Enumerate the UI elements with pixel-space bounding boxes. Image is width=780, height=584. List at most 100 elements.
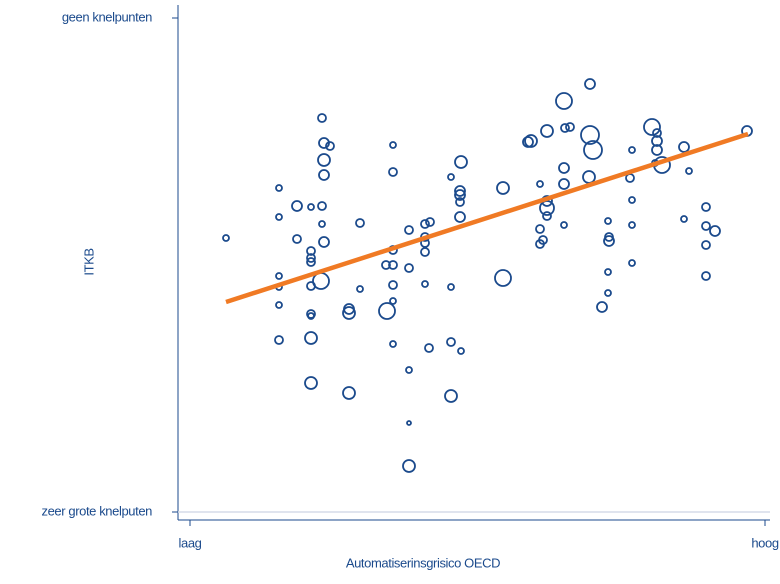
bubble [307, 312, 315, 320]
x-axis-label: Automatiserinsgrisico OECD [346, 555, 500, 570]
bubble [317, 153, 331, 167]
x-tick-label: hoog [751, 535, 778, 550]
bubble [404, 225, 414, 235]
bubble [444, 389, 458, 403]
bubble [425, 217, 435, 227]
bubble [402, 459, 416, 473]
bubble [628, 221, 636, 229]
bubble [701, 240, 711, 250]
bubble [536, 180, 544, 188]
bubble [604, 268, 612, 276]
bubble [555, 92, 573, 110]
bubble [424, 343, 434, 353]
bubble [306, 257, 316, 267]
bubble [388, 260, 398, 270]
bubble [565, 122, 575, 132]
bubble [404, 263, 414, 273]
bubble [538, 235, 548, 245]
bubble [457, 347, 465, 355]
bubble [628, 196, 636, 204]
bubble [446, 337, 456, 347]
bubble [454, 155, 468, 169]
bubble [651, 144, 663, 156]
bubble [580, 125, 600, 145]
bubble [388, 280, 398, 290]
bubble [381, 260, 391, 270]
bubble [540, 124, 554, 138]
bubble [306, 253, 316, 263]
bubble [306, 309, 316, 319]
bubble [342, 386, 356, 400]
bubble [325, 141, 335, 151]
bubble [685, 167, 693, 175]
bubble [447, 283, 455, 291]
bubble [560, 221, 568, 229]
bubble [542, 211, 552, 221]
bubble [274, 335, 284, 345]
bubble [275, 301, 283, 309]
bubble [388, 167, 398, 177]
bubble [643, 118, 661, 136]
bubble [389, 340, 397, 348]
trend-line [225, 131, 749, 305]
bubble [558, 178, 570, 190]
bubble [420, 219, 430, 229]
bubble [701, 221, 711, 231]
bubble [560, 123, 570, 133]
bubble [405, 366, 413, 374]
bubble [652, 128, 662, 138]
bubble [317, 201, 327, 211]
bubble [406, 420, 412, 426]
bubble [558, 162, 570, 174]
bubble [447, 173, 455, 181]
bubble [596, 301, 608, 313]
bubble [584, 78, 596, 90]
bubble [496, 181, 510, 195]
bubble [582, 170, 596, 184]
bubble [318, 169, 330, 181]
bubble [454, 189, 466, 201]
y-tick-label: zeer grote knelputen [41, 503, 152, 518]
bubble [680, 215, 688, 223]
bubble [275, 272, 283, 280]
bubble [603, 235, 615, 247]
bubble [628, 146, 636, 154]
x-tick-label: laag [179, 535, 202, 550]
bubble [389, 297, 397, 305]
bubble [304, 331, 318, 345]
bubble [389, 141, 397, 149]
bubble [317, 113, 327, 123]
bubble [583, 140, 603, 160]
bubble [222, 234, 230, 242]
bubble [342, 306, 356, 320]
bubble [604, 289, 612, 297]
bubble [356, 285, 364, 293]
bubble [292, 234, 302, 244]
bubble [678, 141, 690, 153]
bubble [454, 185, 466, 197]
bubble [275, 213, 283, 221]
bubble [494, 269, 512, 287]
bubble [604, 217, 612, 225]
bubble [628, 259, 636, 267]
bubble [275, 184, 283, 192]
bubble [355, 218, 365, 228]
y-tick-label: geen knelpunten [62, 9, 152, 24]
bubble [318, 236, 330, 248]
bubble [455, 197, 465, 207]
y-axis-label: ITKB [81, 248, 96, 275]
bubble [454, 211, 466, 223]
bubble [420, 247, 430, 257]
bubble [318, 137, 330, 149]
bubble [709, 225, 721, 237]
bubble [304, 376, 318, 390]
bubble [421, 280, 429, 288]
bubble [306, 246, 316, 256]
bubble [701, 202, 711, 212]
bubble [378, 302, 396, 320]
bubble [318, 220, 326, 228]
bubble [291, 200, 303, 212]
bubble [524, 134, 538, 148]
bubble [701, 271, 711, 281]
